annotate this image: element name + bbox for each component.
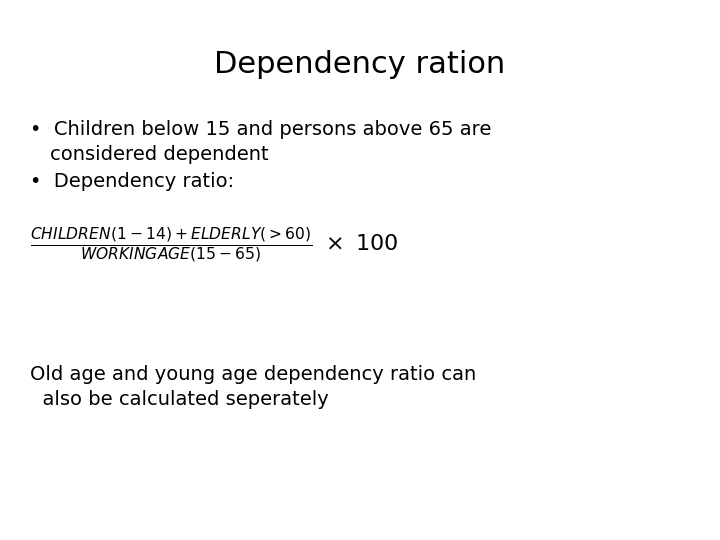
Text: considered dependent: considered dependent <box>50 145 269 164</box>
Text: $\frac{\mathit{CHILDREN}(1-14)+\mathit{ELDERLY}(>60)}{\mathit{WORKINGAGE}(15-65): $\frac{\mathit{CHILDREN}(1-14)+\mathit{E… <box>30 225 398 265</box>
Text: Dependency ration: Dependency ration <box>215 50 505 79</box>
Text: •  Dependency ratio:: • Dependency ratio: <box>30 172 234 191</box>
Text: •  Children below 15 and persons above 65 are: • Children below 15 and persons above 65… <box>30 120 491 139</box>
Text: also be calculated seperately: also be calculated seperately <box>30 390 329 409</box>
Text: Old age and young age dependency ratio can: Old age and young age dependency ratio c… <box>30 365 476 384</box>
